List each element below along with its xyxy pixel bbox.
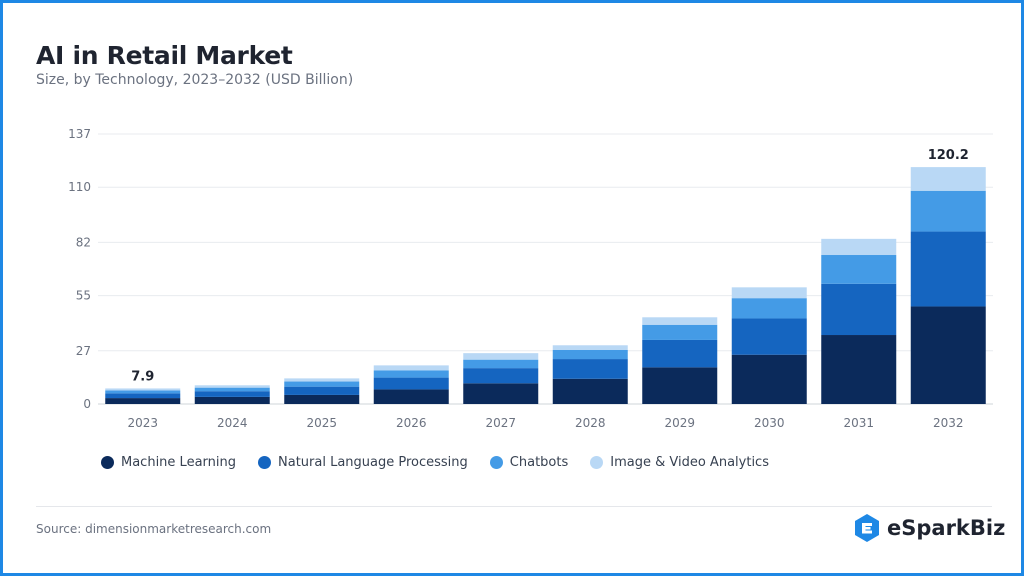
legend-item-image-video: Image & Video Analytics bbox=[590, 455, 769, 470]
bar-segment bbox=[463, 383, 539, 404]
x-tick-label: 2028 bbox=[575, 416, 606, 430]
legend-swatch bbox=[101, 456, 114, 469]
x-tick-label: 2024 bbox=[217, 416, 248, 430]
bar-segment bbox=[642, 367, 718, 404]
bar-segment bbox=[731, 354, 807, 404]
x-tick-label: 2027 bbox=[485, 416, 516, 430]
footer-divider bbox=[36, 506, 992, 507]
bar-segment bbox=[731, 287, 807, 299]
y-tick-label: 82 bbox=[76, 235, 91, 249]
legend: Machine Learning Natural Language Proces… bbox=[101, 455, 769, 470]
bar-segment bbox=[105, 388, 181, 391]
bar-segment bbox=[194, 391, 270, 397]
x-tick-label: 2026 bbox=[396, 416, 427, 430]
x-tick-label: 2025 bbox=[306, 416, 337, 430]
bars bbox=[105, 167, 986, 404]
bar-segment bbox=[552, 378, 628, 404]
bar-segment bbox=[373, 389, 449, 404]
bar-segment bbox=[552, 345, 628, 350]
total-label: 7.9 bbox=[131, 369, 154, 384]
bar-segment bbox=[552, 350, 628, 360]
y-tick-label: 110 bbox=[68, 180, 91, 194]
bar-segment bbox=[821, 283, 897, 336]
legend-label: Natural Language Processing bbox=[278, 455, 468, 470]
bar-segment bbox=[821, 335, 897, 404]
x-tick-label: 2023 bbox=[127, 416, 158, 430]
bar-segment bbox=[463, 368, 539, 384]
bar-segment bbox=[373, 365, 449, 371]
bar-segment bbox=[373, 377, 449, 390]
bar-segment bbox=[552, 359, 628, 379]
bar-segment bbox=[910, 190, 986, 232]
y-tick-label: 0 bbox=[83, 397, 91, 411]
legend-item-nlp: Natural Language Processing bbox=[258, 455, 468, 470]
chart-title: AI in Retail Market bbox=[36, 41, 293, 70]
x-tick-label: 2029 bbox=[664, 416, 695, 430]
bar-segment bbox=[821, 255, 897, 284]
legend-item-chatbots: Chatbots bbox=[489, 455, 569, 470]
bar-segment bbox=[373, 370, 449, 378]
bar-segment bbox=[642, 339, 718, 368]
bar-segment bbox=[910, 231, 986, 307]
y-axis-ticks: 0 27 55 82 110 137 bbox=[68, 127, 91, 411]
x-tick-label: 2032 bbox=[933, 416, 964, 430]
x-axis-ticks: 2023 2024 2025 2026 2027 2028 2029 2030 2031 2032 bbox=[127, 416, 963, 430]
bar-segment bbox=[284, 378, 360, 382]
esparkbiz-logo-icon bbox=[855, 514, 879, 542]
bar-segment bbox=[284, 381, 360, 387]
bar-segment bbox=[194, 396, 270, 404]
bar-segment bbox=[463, 353, 539, 360]
bar-segment bbox=[284, 394, 360, 404]
bar-segment bbox=[284, 386, 360, 395]
total-annotations: 7.9 120.2 bbox=[131, 148, 969, 384]
y-tick-label: 27 bbox=[76, 344, 91, 358]
legend-label: Machine Learning bbox=[121, 455, 236, 470]
legend-label: Chatbots bbox=[509, 455, 569, 470]
bar-segment bbox=[105, 393, 181, 399]
x-tick-label: 2031 bbox=[843, 416, 874, 430]
bar-segment bbox=[731, 298, 807, 319]
chart-subtitle: Size, by Technology, 2023–2032 (USD Bill… bbox=[36, 72, 354, 88]
bar-segment bbox=[194, 387, 270, 392]
bar-segment bbox=[910, 306, 986, 404]
y-tick-label: 137 bbox=[68, 127, 91, 141]
source-note: Source: dimensionmarketresearch.com bbox=[36, 522, 272, 536]
legend-swatch bbox=[489, 456, 503, 469]
x-tick-label: 2030 bbox=[754, 416, 785, 430]
bar-segment bbox=[731, 318, 807, 355]
bar-segment bbox=[821, 238, 897, 256]
bar-segment bbox=[463, 359, 539, 369]
brand-name: eSparkBiz bbox=[887, 516, 1006, 540]
legend-item-machine-learning: Machine Learning bbox=[101, 455, 236, 470]
y-tick-label: 55 bbox=[76, 289, 91, 303]
bar-segment bbox=[105, 398, 181, 404]
bar-segment bbox=[105, 390, 181, 394]
bar-segment bbox=[642, 324, 718, 340]
bar-segment bbox=[910, 167, 986, 191]
bar-segment bbox=[194, 385, 270, 388]
legend-label: Image & Video Analytics bbox=[610, 455, 769, 470]
total-label: 120.2 bbox=[928, 148, 969, 163]
legend-swatch bbox=[258, 456, 271, 469]
legend-swatch bbox=[590, 456, 604, 469]
bar-segment bbox=[642, 317, 718, 325]
brand-logo: eSparkBiz bbox=[853, 513, 1005, 543]
